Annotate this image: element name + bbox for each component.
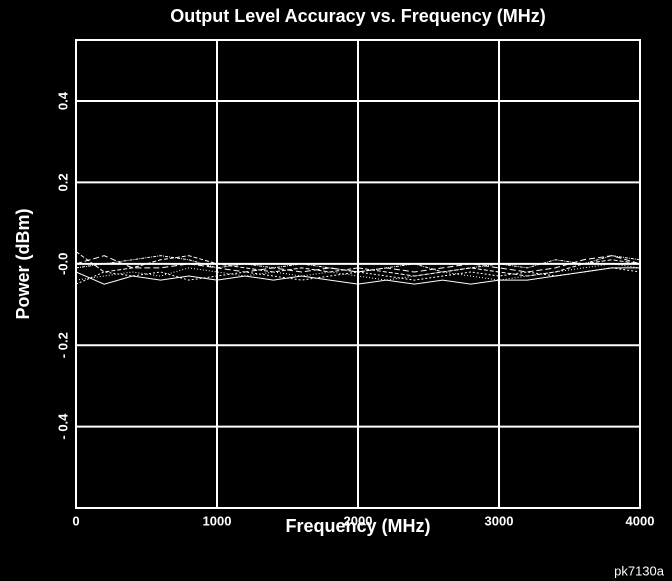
- chart-title: Output Level Accuracy vs. Frequency (MHz…: [170, 6, 545, 26]
- series-line: [75, 263, 641, 281]
- x-tick-label: 2000: [344, 513, 373, 528]
- series-line: [75, 251, 641, 277]
- y-tick-label: 0.4: [55, 91, 70, 110]
- y-tick-label: -0.0: [55, 253, 70, 275]
- series-line: [75, 267, 640, 285]
- y-tick-label: - 0.2: [55, 332, 70, 358]
- x-tick-label: 4000: [626, 513, 655, 528]
- x-tick-label: 0: [72, 513, 79, 528]
- series-line: [75, 255, 641, 273]
- y-axis-label: Power (dBm): [13, 208, 33, 319]
- x-axis-label: Frequency (MHz): [285, 516, 430, 536]
- series-line: [75, 255, 641, 273]
- series-line: [75, 267, 641, 285]
- x-tick-label: 3000: [485, 513, 514, 528]
- y-tick-label: 0.2: [55, 173, 70, 191]
- y-tick-label: - 0.4: [55, 413, 70, 440]
- x-tick-label: 1000: [203, 513, 232, 528]
- annotation: pk7130a: [614, 563, 665, 578]
